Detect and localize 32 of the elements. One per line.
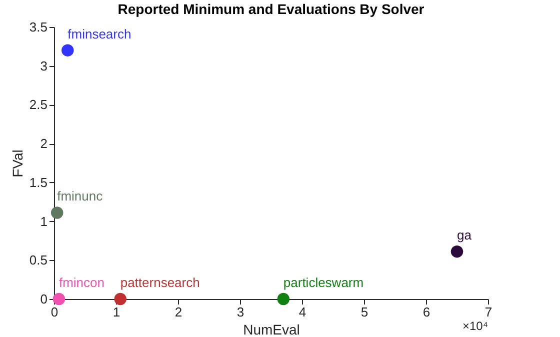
y-tick-label: 1.5: [29, 174, 48, 190]
series-label: fminsearch: [68, 26, 132, 42]
point: [52, 292, 66, 306]
x-axis-title: NumEval: [243, 322, 300, 337]
y-tick-label: 2.5: [29, 97, 48, 112]
y-tick-label: 3: [40, 58, 48, 74]
point: [114, 292, 126, 306]
x-tick-label: 7: [484, 304, 492, 320]
y-tick-label: 3.5: [29, 20, 48, 34]
point: [277, 292, 290, 306]
x-tick-label: 3: [236, 304, 244, 320]
text: ×10⁴: [462, 319, 488, 333]
y-tick-label: 2: [40, 136, 48, 152]
x-tick-label: 1: [112, 304, 120, 320]
y-tick-label: 0.5: [29, 252, 48, 268]
series-label: fmincon: [58, 275, 104, 290]
x-tick-label: 4: [298, 304, 306, 320]
series-label: ga: [457, 228, 472, 243]
point: [62, 44, 74, 56]
x-tick-label: 0: [50, 304, 58, 320]
x-tick-label: 6: [422, 304, 430, 320]
series-label: patternsearch: [120, 275, 200, 290]
x-tick-label: 5: [360, 304, 368, 320]
series-label: fminunc: [57, 188, 104, 204]
chart-title: Reported Minimum and Evaluations By Solver: [118, 1, 425, 17]
point: [450, 245, 464, 258]
point: [50, 206, 64, 219]
x-tick-label: 2: [174, 304, 182, 320]
y-tick-label: 1: [40, 214, 48, 229]
y-axis-title: FVal: [9, 150, 26, 178]
y-tick-label: 0: [40, 292, 48, 306]
series-label: particleswarm: [283, 275, 364, 290]
